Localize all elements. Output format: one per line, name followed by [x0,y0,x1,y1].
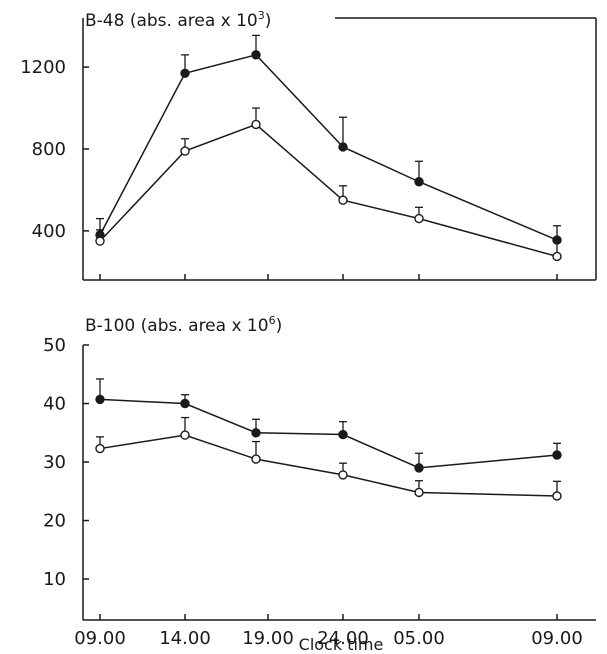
b100-y-tick-label: 20 [43,511,66,532]
b100-y-tick-label: 30 [43,452,66,473]
x-tick-label: 24.00 [317,628,369,649]
b100-y-tick-label: 40 [43,394,66,415]
b48-point-filled [338,142,348,152]
x-tick-label: 09.00 [74,628,126,649]
b48-point-filled [180,68,190,78]
b48-point-open [414,213,424,224]
b100-point-open [251,454,261,464]
b100-panel: B-100 (abs. area x 106) Clock time 10 20 3… [43,314,596,654]
x-tick-label: 05.00 [393,628,445,649]
b100-y-tick-label: 50 [43,335,66,356]
b100-point-open [180,430,190,440]
b48-y-tick-label: 800 [32,139,66,160]
b48-series-open-line [99,123,558,258]
b48-panel: B-48 (abs. area x 103) 400 800 1200 [20,9,597,281]
b48-point-open [552,251,562,262]
b48-point-filled [251,50,261,60]
b100-point-filled [251,428,261,438]
b48-y-tick-label: 1200 [20,57,66,78]
b100-point-open [338,470,348,480]
b100-point-open [414,487,424,498]
b48-series-filled-line [99,54,558,241]
b100-point-filled [95,394,105,405]
b100-point-filled [414,463,424,473]
b48-point-open [180,146,190,156]
b48-point-open [338,195,348,205]
b48-y-tick-label: 400 [32,221,66,242]
b100-point-filled [552,450,562,460]
b100-point-open [552,491,562,501]
b100-title: B-100 (abs. area x 106) [85,314,282,336]
b100-point-open [95,443,105,454]
b100-series-open-line [99,434,558,497]
x-tick-label: 19.00 [242,628,294,649]
b100-point-filled [180,398,190,409]
x-tick-label: 14.00 [159,628,211,649]
b100-y-tick-label: 10 [43,569,66,590]
b100-point-filled [338,429,348,440]
x-axis-label: Clock time [299,635,384,654]
b48-title: B-48 (abs. area x 103) [85,9,271,31]
b48-point-open [95,236,105,246]
b100-series-filled-line [99,398,558,469]
b48-point-open [251,119,261,130]
b48-point-filled [414,177,424,187]
x-tick-label: 09.00 [531,628,583,649]
